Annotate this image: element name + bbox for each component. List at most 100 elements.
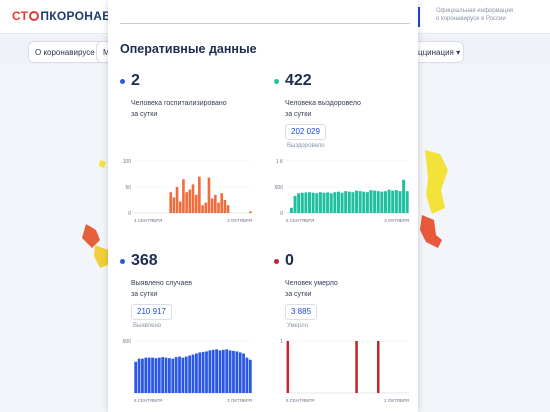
y-tick-label: 0 bbox=[280, 211, 283, 217]
stat-label-line-1: Человека выздоровело bbox=[285, 100, 361, 107]
x-tick-label-start: 5 СЕНТЯБРЯ bbox=[286, 218, 314, 223]
map-region-far-east bbox=[425, 150, 448, 214]
bullet-icon bbox=[120, 79, 125, 84]
bar bbox=[384, 191, 387, 213]
bar bbox=[358, 191, 362, 213]
header-tagline: Официальная информация о коронавирусе в … bbox=[436, 7, 531, 23]
bar bbox=[161, 357, 165, 393]
operational-data-card: Оперативные данные 2 Человека госпитализ… bbox=[108, 0, 418, 412]
bar bbox=[225, 349, 229, 393]
x-tick-label-end: 3 ОКТЯБРЯ bbox=[227, 398, 252, 403]
bar bbox=[249, 211, 252, 213]
bar bbox=[154, 358, 158, 393]
bar bbox=[329, 193, 333, 213]
bar bbox=[308, 192, 311, 213]
bar bbox=[144, 357, 148, 393]
bar bbox=[184, 356, 188, 393]
x-tick-label-end: 2 ОКТЯБРЯ bbox=[384, 398, 409, 403]
bar bbox=[214, 194, 217, 213]
card-title: Оперативные данные bbox=[120, 42, 257, 56]
bar bbox=[245, 357, 249, 393]
bar bbox=[387, 189, 391, 213]
bar bbox=[134, 361, 138, 393]
stat-total: 3 885 bbox=[285, 304, 318, 320]
stat-total: 202 029 bbox=[285, 124, 326, 140]
stat-label-line-1: Выявлено случаев bbox=[131, 280, 192, 287]
nav-item-vaccination[interactable]: ццинация ▾ bbox=[412, 41, 464, 63]
bar bbox=[172, 197, 176, 213]
stat-label-line-2: за сутки bbox=[285, 111, 312, 118]
bar bbox=[174, 357, 178, 393]
bar bbox=[344, 191, 348, 213]
bar bbox=[336, 191, 340, 213]
stat-total-label: Выздоровело bbox=[287, 143, 325, 149]
nav-item-about-coronavirus[interactable]: О коронавирусе ▾ bbox=[28, 41, 108, 63]
bar bbox=[182, 179, 185, 213]
x-tick-label-start: 4 СЕНТЯБРЯ bbox=[134, 218, 162, 223]
bar bbox=[217, 202, 220, 213]
map-region-north bbox=[99, 160, 106, 168]
bar bbox=[365, 192, 369, 213]
bar bbox=[211, 349, 215, 393]
logo-text-part1: СТ bbox=[12, 9, 29, 23]
x-tick-label-end: 3 ОКТЯБРЯ bbox=[384, 218, 409, 223]
logo-text-part2: ПКОРОНАВИ bbox=[40, 9, 121, 23]
tagline-line-2: о коронавирусе в России bbox=[436, 16, 506, 22]
logo-ring-icon bbox=[29, 11, 40, 21]
stat-total: 210 917 bbox=[131, 304, 172, 320]
y-tick-label: 500 bbox=[275, 185, 284, 191]
bar bbox=[207, 177, 211, 213]
chart-recovered: 1 К 500 05 СЕНТЯБРЯ 3 ОКТЯБРЯ bbox=[275, 159, 409, 223]
bar bbox=[238, 352, 242, 393]
russia-map-background bbox=[82, 150, 448, 268]
bar bbox=[164, 357, 168, 393]
bar bbox=[394, 190, 398, 213]
chart-hospitalized: 100 50 04 СЕНТЯБРЯ 3 ОКТЯБРЯ bbox=[123, 159, 252, 223]
bar bbox=[326, 192, 330, 213]
y-tick-label: 50 bbox=[125, 185, 131, 191]
bar bbox=[191, 354, 195, 393]
bar bbox=[151, 357, 154, 393]
bar bbox=[293, 195, 297, 213]
bar bbox=[226, 205, 230, 213]
bar bbox=[181, 357, 185, 393]
bar bbox=[194, 194, 198, 213]
bar bbox=[208, 350, 212, 393]
card-top-divider bbox=[120, 23, 410, 24]
tagline-divider bbox=[418, 7, 420, 27]
bar bbox=[210, 198, 214, 213]
bar bbox=[286, 341, 290, 393]
map-region-south bbox=[94, 245, 108, 268]
bar bbox=[168, 358, 171, 393]
bar bbox=[391, 190, 395, 213]
bar bbox=[198, 176, 201, 213]
stat-label: Человека госпитализировано за сутки bbox=[131, 98, 251, 120]
stopcoronavirus-logo[interactable]: СТ ПКОРОНАВИ bbox=[12, 9, 120, 23]
stat-value: 368 bbox=[131, 252, 158, 269]
bar bbox=[171, 358, 175, 393]
chart-detected: 500 5 СЕНТЯБРЯ 3 ОКТЯБРЯ bbox=[123, 339, 252, 403]
bar bbox=[300, 192, 304, 213]
bar bbox=[201, 351, 205, 393]
bar bbox=[289, 207, 293, 213]
bar bbox=[221, 349, 225, 393]
tagline-line-1: Официальная информация bbox=[436, 8, 514, 14]
stat-value: 422 bbox=[285, 72, 312, 89]
stat-total-label: Выявлено bbox=[133, 323, 162, 329]
bar bbox=[340, 192, 344, 213]
bar bbox=[185, 192, 188, 213]
bar bbox=[194, 353, 198, 393]
chart-died: 1 5 СЕНТЯБРЯ 2 ОКТЯБРЯ bbox=[280, 339, 409, 403]
y-tick-label: 0 bbox=[128, 211, 131, 217]
bar bbox=[318, 192, 322, 213]
bar bbox=[157, 357, 161, 393]
bar bbox=[147, 357, 151, 393]
bar bbox=[355, 341, 358, 393]
bar bbox=[380, 191, 384, 213]
stat-label-line-1: Человек умерло bbox=[285, 280, 338, 287]
bar bbox=[188, 189, 192, 213]
bullet-icon bbox=[274, 79, 279, 84]
y-tick-label: 1 bbox=[280, 339, 283, 345]
stat-label-line-2: за сутки bbox=[131, 291, 158, 298]
bar bbox=[169, 192, 172, 213]
